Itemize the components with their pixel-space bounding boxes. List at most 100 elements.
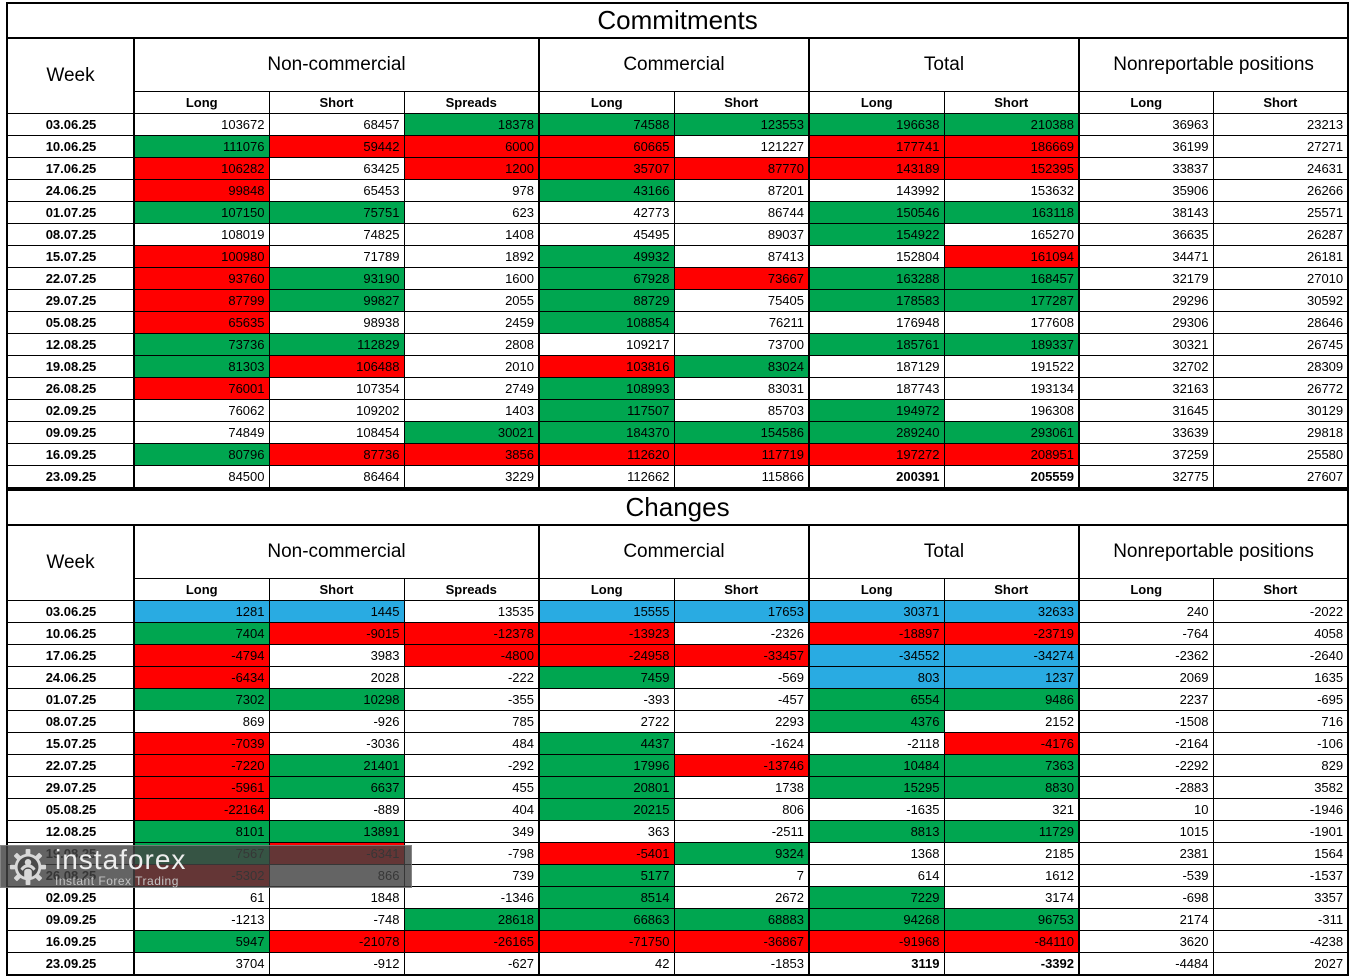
- value-cell: -12378: [403, 622, 540, 645]
- value-cell: 36199: [1078, 135, 1214, 158]
- value-cell: 4058: [1212, 622, 1349, 645]
- value-cell: 26266: [1212, 179, 1349, 202]
- value-cell: 3174: [943, 886, 1080, 909]
- week-cell: 03.06.25: [6, 600, 135, 623]
- value-cell: 2237: [1078, 688, 1214, 711]
- value-cell: -18897: [808, 622, 945, 645]
- value-cell: 99848: [133, 179, 270, 202]
- value-cell: 184370: [538, 421, 675, 444]
- value-cell: -695: [1212, 688, 1349, 711]
- value-cell: 31645: [1078, 399, 1214, 422]
- value-cell: 3704: [133, 952, 270, 976]
- value-cell: 108993: [538, 377, 675, 400]
- value-cell: 177608: [943, 311, 1080, 334]
- week-cell: 23.09.25: [6, 952, 135, 976]
- value-cell: 87413: [673, 245, 810, 268]
- value-cell: 5947: [133, 930, 270, 953]
- value-cell: -22164: [133, 798, 270, 821]
- value-cell: 455: [403, 776, 540, 799]
- value-cell: 1564: [1212, 842, 1349, 865]
- value-cell: 93190: [268, 267, 405, 290]
- value-cell: 108854: [538, 311, 675, 334]
- value-cell: 7459: [538, 666, 675, 689]
- table-row: 12.08.25 73736 112829 2808 109217 73700 185761…: [6, 333, 1349, 356]
- value-cell: -311: [1212, 908, 1349, 931]
- value-cell: -2362: [1078, 644, 1214, 667]
- week-cell: 16.09.25: [6, 930, 135, 953]
- value-cell: 99827: [268, 289, 405, 312]
- table-title-row: Changes: [6, 489, 1349, 526]
- sub-header-row: Long Short Spreads Long Short Long Short…: [7, 578, 1349, 601]
- value-cell: 30592: [1212, 289, 1349, 312]
- value-cell: 7363: [943, 754, 1080, 777]
- value-cell: 60665: [538, 135, 675, 158]
- value-cell: 9324: [673, 842, 810, 865]
- value-cell: 17996: [538, 754, 675, 777]
- gear-person-logo-icon: [9, 848, 47, 885]
- week-cell: 01.07.25: [6, 688, 135, 711]
- value-cell: -393: [538, 688, 675, 711]
- value-cell: 176948: [808, 311, 945, 334]
- table-row: 17.06.25 -4794 3983 -4800 -24958 -33457 -34552…: [6, 644, 1349, 667]
- value-cell: 87736: [268, 443, 405, 466]
- value-cell: 108454: [268, 421, 405, 444]
- value-cell: 15555: [538, 600, 675, 623]
- value-cell: 803: [808, 666, 945, 689]
- brand-name: instaforex: [55, 844, 187, 875]
- value-cell: 117719: [673, 443, 810, 466]
- value-cell: 67928: [538, 267, 675, 290]
- week-cell: 03.06.25: [6, 113, 135, 136]
- value-cell: 2069: [1078, 666, 1214, 689]
- value-cell: 87799: [133, 289, 270, 312]
- value-cell: 98938: [268, 311, 405, 334]
- value-cell: 30021: [403, 421, 540, 444]
- week-cell: 02.09.25: [6, 886, 135, 909]
- value-cell: 106488: [268, 355, 405, 378]
- value-cell: -21078: [268, 930, 405, 953]
- value-cell: 61: [133, 886, 270, 909]
- watermark-text: instaforex Instant Forex Trading: [55, 844, 187, 888]
- value-cell: 10298: [268, 688, 405, 711]
- value-cell: 177741: [808, 135, 945, 158]
- value-cell: -23719: [943, 622, 1080, 645]
- value-cell: 869: [133, 710, 270, 733]
- week-cell: 24.06.25: [6, 179, 135, 202]
- value-cell: -1635: [808, 798, 945, 821]
- value-cell: 18378: [403, 113, 540, 136]
- value-cell: 86464: [268, 465, 405, 489]
- value-cell: -4238: [1212, 930, 1349, 953]
- commitments-body: 03.06.25 103672 68457 18378 74588 123553 19663…: [6, 113, 1349, 489]
- value-cell: 86744: [673, 201, 810, 224]
- value-cell: 161094: [943, 245, 1080, 268]
- value-cell: -926: [268, 710, 405, 733]
- value-cell: 37259: [1078, 443, 1214, 466]
- value-cell: 85703: [673, 399, 810, 422]
- value-cell: -9015: [268, 622, 405, 645]
- value-cell: 321: [943, 798, 1080, 821]
- week-column-header: Week: [6, 37, 135, 114]
- group-commercial: Commercial: [538, 37, 810, 92]
- week-cell: 29.07.25: [6, 776, 135, 799]
- value-cell: -3392: [943, 952, 1080, 976]
- value-cell: -4484: [1078, 952, 1214, 976]
- value-cell: 13535: [403, 600, 540, 623]
- value-cell: 1200: [403, 157, 540, 180]
- value-cell: 191522: [943, 355, 1080, 378]
- value-cell: 65453: [268, 179, 405, 202]
- value-cell: 623: [403, 201, 540, 224]
- value-cell: -912: [268, 952, 405, 976]
- week-cell: 08.07.25: [6, 710, 135, 733]
- group-total: Total: [808, 37, 1080, 92]
- value-cell: 81303: [133, 355, 270, 378]
- week-cell: 08.07.25: [6, 223, 135, 246]
- value-cell: 80796: [133, 443, 270, 466]
- table-row: 24.06.25 -6434 2028 -222 7459 -569 803 1237 2069…: [6, 666, 1349, 689]
- value-cell: -457: [673, 688, 810, 711]
- value-cell: 978: [403, 179, 540, 202]
- value-cell: -1901: [1212, 820, 1349, 843]
- value-cell: 88729: [538, 289, 675, 312]
- value-cell: 2152: [943, 710, 1080, 733]
- value-cell: 193134: [943, 377, 1080, 400]
- table-row: 19.08.25 81303 106488 2010 103816 83024 187129…: [6, 355, 1349, 378]
